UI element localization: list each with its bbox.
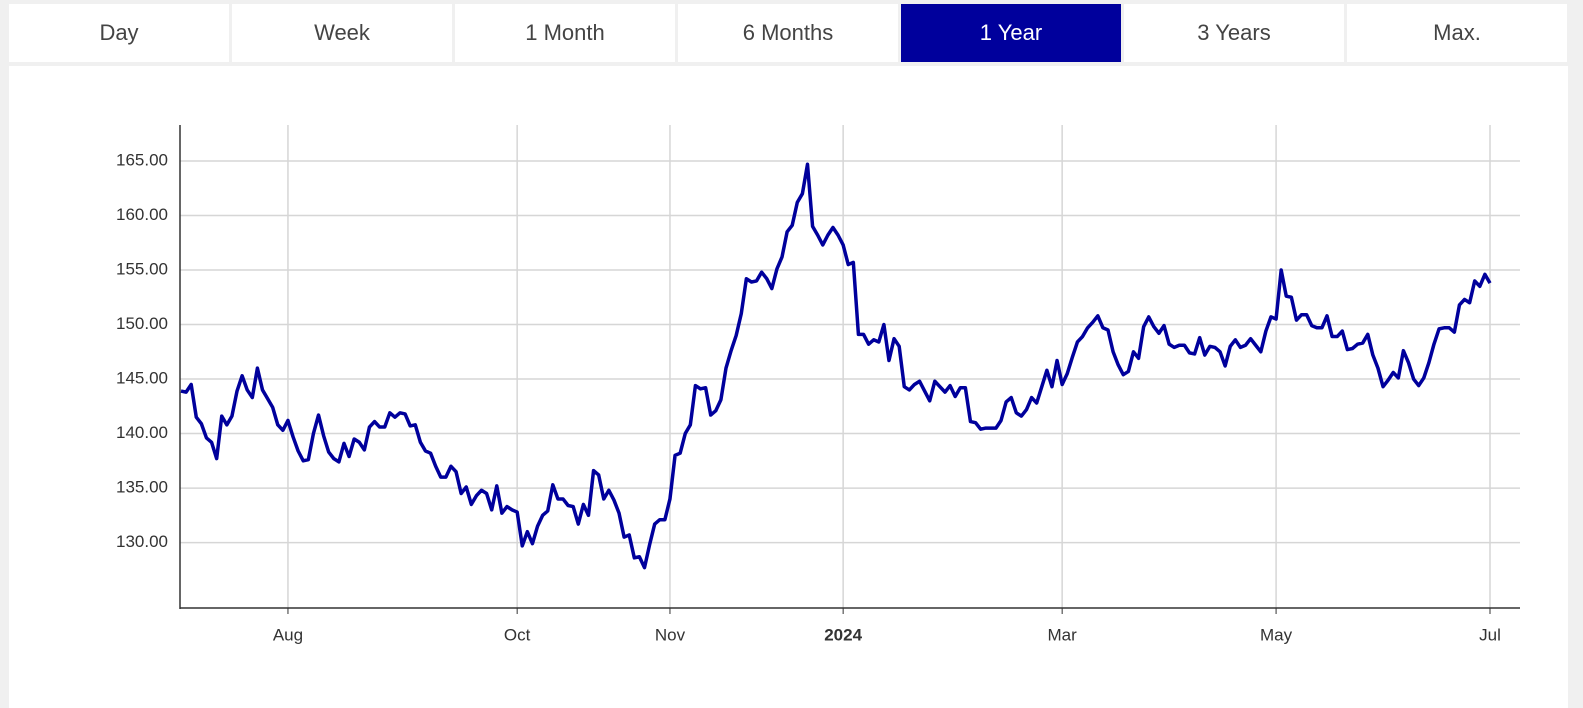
range-tab[interactable]: 6 Months (678, 4, 898, 62)
range-tab[interactable]: Max. (1347, 4, 1567, 62)
y-tick-label: 165.00 (116, 150, 168, 169)
range-tab[interactable]: Week (232, 4, 452, 62)
x-tick-label: 2024 (824, 625, 862, 644)
x-tick-label: May (1260, 625, 1293, 644)
price-line (180, 162, 1492, 570)
y-tick-label: 150.00 (116, 314, 168, 333)
x-tick-label: Jul (1479, 625, 1501, 644)
chart-card (9, 66, 1568, 708)
y-tick-label: 135.00 (116, 478, 168, 497)
y-tick-label: 130.00 (116, 532, 168, 551)
range-tab[interactable]: Day (9, 4, 229, 62)
range-tab[interactable]: 1 Year (901, 4, 1121, 62)
y-tick-label: 140.00 (116, 423, 168, 442)
x-tick-label: Oct (504, 625, 531, 644)
y-tick-label: 160.00 (116, 205, 168, 224)
range-tabs: Day Week 1 Month 6 Months 1 Year 3 Years Max. (9, 4, 1567, 62)
y-tick-label: 145.00 (116, 369, 168, 388)
x-tick-label: Aug (273, 625, 303, 644)
x-tick-label: Mar (1048, 625, 1078, 644)
x-tick-label: Nov (655, 625, 686, 644)
y-tick-label: 155.00 (116, 259, 168, 278)
range-tab[interactable]: 1 Month (455, 4, 675, 62)
range-tab[interactable]: 3 Years (1124, 4, 1344, 62)
